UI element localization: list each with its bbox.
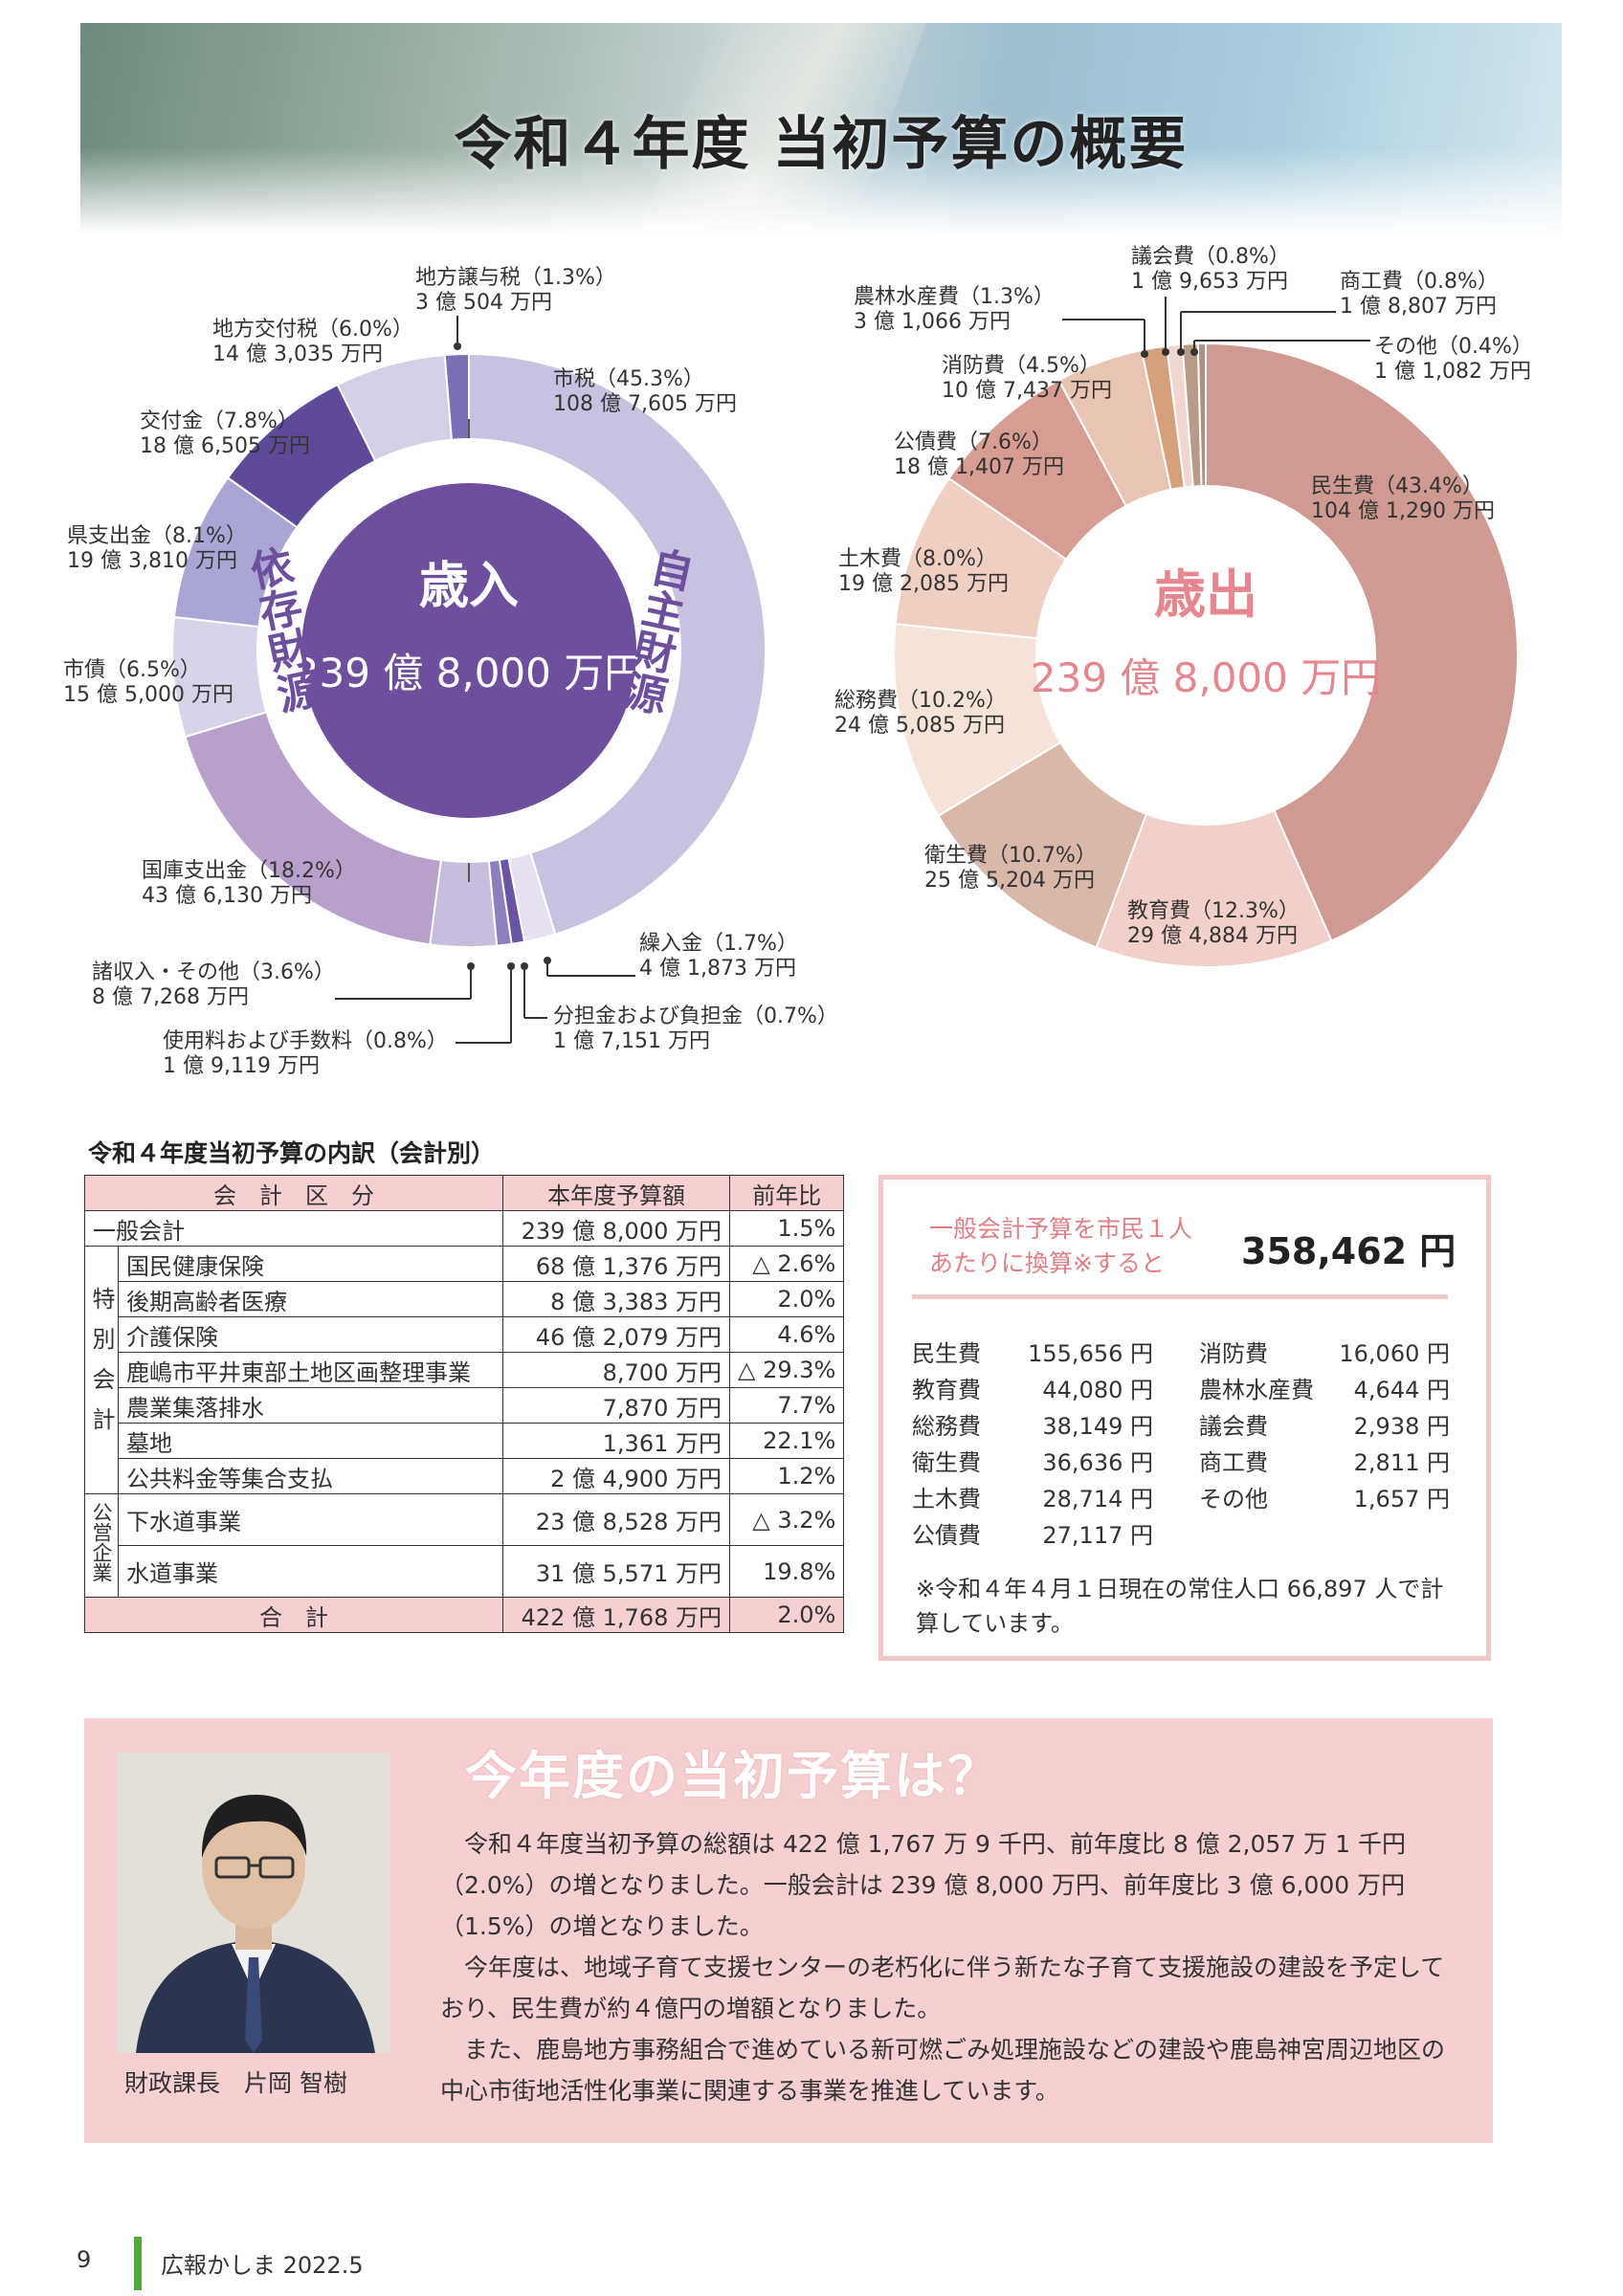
revenue-label-prefectural: 県支出金（8.1%） 19 億 3,810 万円 [67,524,247,573]
revenue-label-transfers: 繰入金（1.7%） 4 億 1,873 万円 [639,932,798,981]
list-item: 商工費 2,811 円 [1199,1449,1450,1476]
publication-name: 広報かしま 2022.5 [161,2252,364,2279]
account-table-title: 令和４年度当初予算の内訳（会計別） [88,1139,496,1167]
list-item: 総務費 38,149 円 [912,1413,1153,1440]
divider [912,1294,1448,1299]
paragraph: また、鹿島地方事務組合で進めている新可燃ごみ処理施設などの建設や鹿島神宮周辺地区… [440,2036,1446,2105]
list-item: 農林水産費 4,644 円 [1199,1377,1450,1403]
expenditure-label-civil: 土木費（8.0%） 19 億 2,085 万円 [838,547,1009,596]
revenue-label-grants: 交付金（7.8%） 18 億 6,505 万円 [140,409,310,458]
revenue-label-city-tax: 市税（45.3%） 108 億 7,605 万円 [553,367,737,416]
revenue-label-fees: 使用料および手数料（0.8%） 1 億 9,119 万円 [163,1029,448,1078]
budget-commentary-section: 財政課長 片岡 智樹 今年度の当初予算は？ 令和４年度当初予算の総額は 422 … [84,1718,1493,2143]
expenditure-donut-chart: 歳出 239 億 8,000 万円 [893,342,1519,968]
list-item: 議会費 2,938 円 [1199,1413,1450,1440]
page-title: 令和４年度 当初予算の概要 [454,111,1189,178]
table-row-total: 合 計 422 億 1,768 万円 2.0% [84,1597,845,1633]
account-table: 会 計 区 分 本年度予算額 前年比 一般会計 239 億 8,000 万円 1… [84,1175,845,1633]
table-row: 介護保険 46 億 2,079 万円 4.6% [85,1316,845,1353]
table-header-ratio: 前年比 [728,1175,845,1211]
revenue-donut-chart: 歳入 239 億 8,000 万円 依存財源 自主財源 [171,352,767,948]
list-item: 土木費 28,714 円 [912,1486,1153,1512]
expenditure-leader-lines [1062,297,1370,358]
special-account-group-label: 特別会計 [84,1246,119,1494]
person-illustration [117,1753,390,2053]
footer-accent-bar [134,2237,142,2290]
portrait-photo [117,1753,390,2053]
revenue-label-national: 国庫支出金（18.2%） 43 億 6,130 万円 [142,859,356,908]
expenditure-label-fire: 消防費（4.5%） 10 億 7,437 万円 [942,354,1112,403]
expenditure-label-other: その他（0.4%） 1 億 1,082 万円 [1374,335,1533,384]
expenditure-label-debt: 公債費（7.6%） 18 億 1,407 万円 [894,430,1064,479]
header-banner: 令和４年度 当初予算の概要 [80,23,1562,233]
revenue-center-title: 歳入 [419,558,519,615]
public-enterprise-group-label: 公営企業 [84,1493,119,1598]
table-header-amount: 本年度予算額 [502,1175,730,1211]
table-row: 公共料金等集合支払 2 億 4,900 万円 1.2% [85,1458,845,1494]
page-number: 9 [77,2246,92,2273]
photo-caption: 財政課長 片岡 智樹 [124,2069,347,2097]
revenue-label-local-allocation-tax: 地方交付税（6.0%） 14 億 3,035 万円 [212,318,413,366]
expenditure-label-health: 衛生費（10.7%） 25 億 5,204 万円 [924,844,1097,893]
paragraph: 令和４年度当初予算の総額は 422 億 1,767 万 9 千円、前年度比 8 … [440,1830,1406,1940]
revenue-label-bonds: 市債（6.5%） 15 億 5,000 万円 [63,658,233,707]
revenue-label-contributions: 分担金および負担金（0.7%） 1 億 7,151 万円 [553,1004,838,1053]
expenditure-label-education: 教育費（12.3%） 29 億 4,884 万円 [1127,899,1300,948]
expenditure-label-welfare: 民生費（43.4%） 104 億 1,290 万円 [1311,475,1495,523]
table-row: 鹿嶋市平井東部土地区画整理事業 8,700 万円 △ 29.3% [85,1352,845,1388]
expenditure-label-agriculture: 農林水産費（1.3%） 3 億 1,066 万円 [854,285,1055,334]
paragraph: 今年度は、地域子育て支援センターの老朽化に伴う新たな子育て支援施設の建設を予定し… [440,1954,1445,2022]
list-item: 教育費 44,080 円 [912,1377,1153,1403]
expenditure-label-general-affairs: 総務費（10.2%） 24 億 5,085 万円 [834,689,1007,738]
table-header-category: 会 計 区 分 [84,1175,503,1211]
revenue-center-amount: 239 億 8,000 万円 [294,650,644,696]
per-person-amount: 358,462 円 [1241,1230,1456,1272]
list-item: 消防費 16,060 円 [1199,1340,1450,1367]
section-body: 令和４年度当初予算の総額は 422 億 1,767 万 9 千円、前年度比 8 … [440,1823,1464,2111]
table-row: 水道事業 31 億 5,571 万円 19.8% [85,1545,845,1598]
table-row: 一般会計 239 億 8,000 万円 1.5% [84,1210,845,1247]
expenditure-label-assembly: 議会費（0.8%） 1 億 9,653 万円 [1131,245,1290,294]
per-person-box: 一般会計予算を市民１人 あたりに換算※すると 358,462 円 民生費 155,… [878,1175,1491,1661]
table-row: 公営企業 下水道事業 23 億 8,528 万円 △ 3.2% [84,1493,845,1598]
revenue-label-transfer-tax: 地方譲与税（1.3%） 3 億 504 万円 [415,266,616,315]
revenue-label-misc: 諸収入・その他（3.6%） 8 億 7,268 万円 [92,960,335,1009]
expenditure-label-commerce: 商工費（0.8%） 1 億 8,807 万円 [1340,270,1499,319]
list-item: その他 1,657 円 [1199,1486,1450,1512]
list-item: 民生費 155,656 円 [912,1340,1153,1367]
per-person-heading: 一般会計予算を市民１人 あたりに換算※すると [929,1215,1193,1277]
per-person-note: ※令和４年４月１日現在の常住人口 66,897 人で計算しています。 [916,1576,1444,1637]
expenditure-center-title: 歳出 [1154,564,1257,625]
table-row: 農業集落排水 7,870 万円 7.7% [85,1387,845,1424]
section-title: 今年度の当初予算は？ [465,1746,1001,1806]
revenue-leader-lines [335,316,635,1044]
table-row: 墓地 1,361 万円 22.1% [85,1423,845,1459]
expenditure-center-amount: 239 億 8,000 万円 [1031,654,1381,701]
list-item: 衛生費 36,636 円 [912,1449,1153,1476]
table-row: 後期高齢者医療 8 億 3,383 万円 2.0% [85,1281,845,1317]
table-row: 特別会計 国民健康保険 68 億 1,376 万円 △ 2.6% [84,1246,845,1494]
list-item: 公債費 27,117 円 [912,1522,1153,1549]
